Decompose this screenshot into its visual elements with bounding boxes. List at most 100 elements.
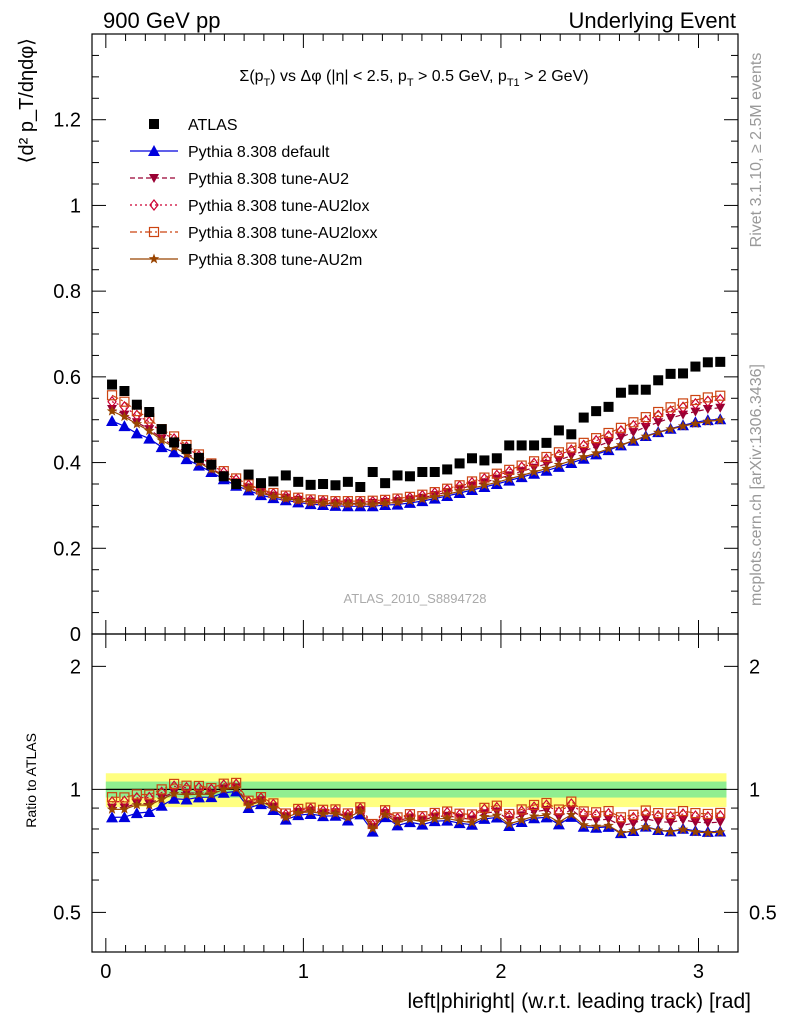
data-point-atlas (169, 437, 180, 448)
ratio-point-au2m (441, 812, 453, 823)
data-point-au2loxx (603, 427, 614, 439)
data-point-au2loxx (578, 437, 589, 448)
data-point-atlas (491, 453, 502, 464)
data-point-au2loxx (690, 394, 701, 406)
ratio-point-au2m (230, 782, 242, 793)
data-point-au2lox (343, 496, 353, 508)
ratio-point-au2lox (603, 807, 614, 820)
y-tick-label-bottom: 0.5 (53, 902, 81, 924)
data-point-atlas (640, 384, 651, 395)
data-point-au2m (106, 405, 118, 416)
x-axis-label: left|phiright| (w.r.t. leading track) [r… (407, 990, 751, 1013)
data-point-au2 (690, 407, 701, 417)
data-point-au2loxx (553, 447, 564, 458)
legend-marker-atlas (149, 119, 159, 129)
ratio-point-au2m (628, 825, 639, 836)
ratio-point-au2m (280, 811, 292, 822)
data-point-atlas (107, 379, 118, 390)
ratio-point-au2m (168, 788, 180, 799)
data-point-au2loxx (119, 396, 130, 407)
data-point-atlas (255, 478, 266, 489)
ratio-point-default (130, 807, 143, 819)
data-point-au2m (355, 498, 366, 509)
data-point-atlas (193, 452, 204, 463)
y-tick-label-top: 0.8 (53, 281, 81, 303)
data-point-atlas (380, 478, 391, 489)
y-tick-label-top: 0.6 (53, 367, 81, 389)
ratio-point-au2 (715, 818, 726, 828)
ratio-point-au2loxx (553, 804, 564, 815)
data-point-au2m (578, 451, 589, 462)
data-point-au2m (590, 447, 602, 458)
x-tick-label: 3 (693, 961, 704, 983)
data-point-default (143, 432, 156, 444)
ratio-point-au2 (702, 818, 713, 828)
x-tick-label: 0 (100, 961, 111, 983)
ratio-point-au2m (367, 823, 378, 834)
ratio-point-au2m (702, 827, 714, 838)
data-point-atlas (553, 425, 564, 436)
data-point-atlas (541, 437, 552, 448)
data-point-au2m (454, 485, 465, 496)
data-point-atlas (280, 470, 291, 481)
ratio-point-au2m (268, 802, 279, 813)
ratio-point-au2loxx (628, 809, 639, 820)
ratio-point-au2loxx (566, 796, 577, 807)
ratio-point-au2m (504, 818, 515, 829)
data-point-atlas (529, 440, 540, 451)
data-point-au2m (392, 496, 403, 507)
legend-label-au2m: Pythia 8.308 tune-AU2m (188, 252, 362, 269)
data-point-atlas (231, 479, 242, 489)
data-point-atlas (342, 476, 353, 487)
data-point-au2 (578, 447, 589, 456)
ratio-point-au2 (628, 819, 639, 829)
data-point-au2 (653, 418, 664, 428)
x-tick-label: 2 (495, 961, 506, 983)
data-point-default (155, 441, 168, 453)
data-point-au2 (640, 423, 651, 432)
ratio-point-au2m (553, 816, 565, 827)
x-tick-label: 1 (298, 961, 309, 983)
ratio-point-au2m (454, 815, 465, 826)
ratio-point-au2m (156, 793, 167, 804)
data-point-au2 (615, 433, 626, 443)
ratio-point-au2lox (628, 811, 639, 824)
y-tick-label-bottom: 2 (70, 656, 81, 678)
data-point-au2lox (653, 409, 663, 422)
ratio-point-au2 (603, 815, 614, 825)
legend-label-au2lox: Pythia 8.308 tune-AU2lox (188, 198, 369, 215)
data-point-au2loxx (106, 390, 118, 401)
data-point-au2lox (330, 496, 341, 508)
data-point-atlas (131, 399, 142, 410)
ratio-point-au2m (665, 826, 676, 837)
ratio-point-au2loxx (144, 789, 155, 800)
data-point-au2lox (268, 487, 279, 500)
legend-marker-au2m (148, 253, 160, 264)
data-point-au2m (280, 493, 292, 504)
ratio-point-au2m (293, 807, 304, 818)
ratio-line-au2loxx (112, 782, 721, 825)
ratio-point-au2m (255, 795, 267, 806)
ratio-point-au2loxx (653, 807, 664, 819)
header-left: 900 GeV pp (103, 8, 220, 33)
ratio-point-au2lox (665, 810, 676, 823)
data-point-au2loxx (566, 442, 577, 453)
data-point-atlas (628, 384, 639, 395)
data-point-au2m (131, 418, 143, 429)
data-point-atlas (355, 482, 366, 492)
ratio-point-au2loxx (119, 792, 130, 803)
data-point-default (180, 453, 193, 465)
data-point-default (118, 420, 131, 432)
data-point-au2m (628, 435, 639, 446)
data-point-au2loxx (715, 390, 726, 401)
data-point-atlas (665, 368, 676, 379)
legend-label-au2loxx: Pythia 8.308 tune-AU2loxx (188, 225, 377, 242)
data-point-au2lox (690, 397, 701, 410)
data-point-atlas (144, 407, 155, 417)
data-point-au2 (678, 410, 689, 420)
ratio-point-au2m (218, 783, 229, 794)
ratio-point-au2m (491, 809, 503, 820)
data-point-au2lox (305, 494, 316, 507)
ratio-point-au2lox (690, 810, 701, 822)
data-point-au2lox (318, 495, 328, 508)
